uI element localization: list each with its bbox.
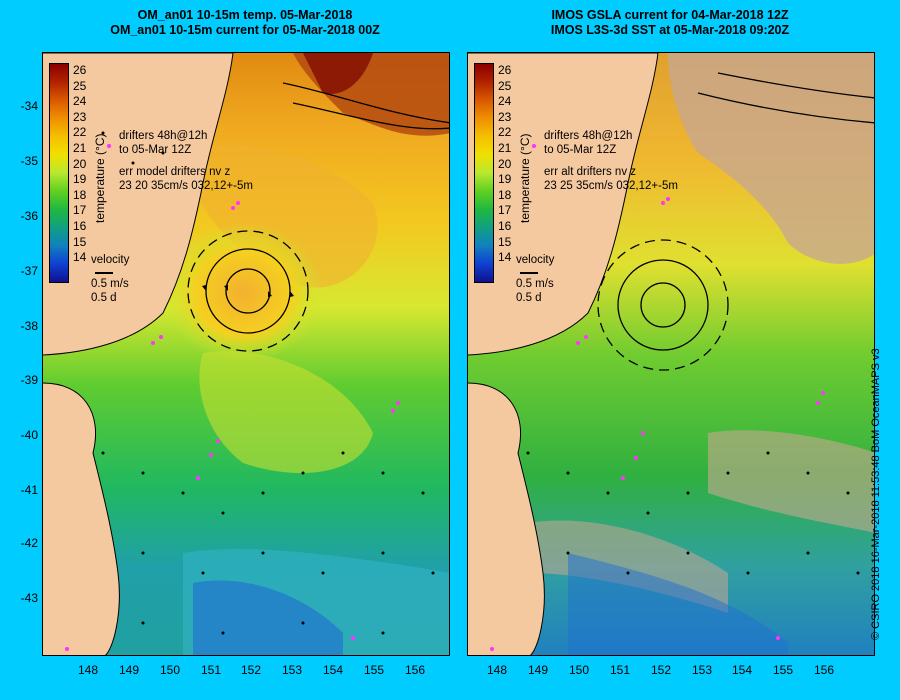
drifters-line: drifters 48h@12h <box>119 130 208 142</box>
colorbar-label: 17 <box>73 203 87 218</box>
left-drifters-note: drifters 48h@12h to 05-Mar 12Z <box>119 129 207 157</box>
colorbar-label: 25 <box>498 78 512 93</box>
left-x-tick: 156 <box>404 663 426 677</box>
right-colorbar-labels: 26 25 24 23 22 21 20 19 18 17 16 15 14 <box>498 63 511 266</box>
left-map-svg <box>43 53 449 655</box>
colorbar-label: 15 <box>73 234 87 249</box>
colorbar-label: 19 <box>498 172 512 187</box>
colorbar-label: 26 <box>73 63 87 77</box>
right-velocity-legend: velocity 0.5 m/s 0.5 d <box>516 253 554 305</box>
colorbar-label: 16 <box>73 218 87 233</box>
left-x-tick: 151 <box>200 663 222 677</box>
left-x-tick: 152 <box>240 663 262 677</box>
right-x-tick: 151 <box>609 663 631 677</box>
colorbar-label: 26 <box>498 63 512 77</box>
colorbar-label: 22 <box>73 125 87 140</box>
colorbar-label: 24 <box>73 94 87 109</box>
colorbar-label: 17 <box>498 203 512 218</box>
left-x-tick: 148 <box>77 663 99 677</box>
right-colorbar-title: temperature (°C) <box>518 133 532 224</box>
left-x-tick: 149 <box>118 663 140 677</box>
velocity-speed: 0.5 m/s <box>91 278 129 290</box>
colorbar-label: 21 <box>73 140 87 155</box>
velocity-title: velocity <box>516 254 555 266</box>
colorbar-label: 16 <box>498 218 512 233</box>
colorbar-label: 14 <box>498 250 512 265</box>
right-x-tick: 156 <box>813 663 835 677</box>
right-x-tick: 153 <box>691 663 713 677</box>
right-panel-title: IMOS GSLA current for 04-Mar-2018 12Z IM… <box>465 8 875 38</box>
left-velocity-legend: velocity 0.5 m/s 0.5 d <box>91 253 129 305</box>
right-error-stats: err alt drifters nv z 23 25 35cm/s 032,1… <box>544 165 678 193</box>
colorbar-label: 22 <box>498 125 512 140</box>
colorbar-label: 19 <box>73 172 87 187</box>
colorbar-label: 20 <box>498 156 512 171</box>
err-line: err model drifters nv z <box>119 166 231 178</box>
left-error-stats: err model drifters nv z 23 20 35cm/s 032… <box>119 165 253 193</box>
left-x-tick: 155 <box>363 663 385 677</box>
err-line: 23 20 35cm/s 032,12+-5m <box>119 180 253 192</box>
velocity-title: velocity <box>91 254 130 266</box>
right-x-tick: 155 <box>772 663 794 677</box>
drifters-line: to 05-Mar 12Z <box>544 144 617 156</box>
right-title-line1: IMOS GSLA current for 04-Mar-2018 12Z <box>551 8 789 22</box>
right-x-tick: 149 <box>527 663 549 677</box>
velocity-speed: 0.5 m/s <box>516 278 554 290</box>
drifters-line: to 05-Mar 12Z <box>119 144 192 156</box>
right-drifters-note: drifters 48h@12h to 05-Mar 12Z <box>544 129 632 157</box>
right-x-tick: 148 <box>486 663 508 677</box>
left-y-tick: -43 <box>20 591 38 605</box>
colorbar-label: 24 <box>498 94 512 109</box>
left-panel-title: OM_an01 10-15m temp. 05-Mar-2018 OM_an01… <box>40 8 450 38</box>
left-colorbar-scale <box>49 63 69 283</box>
left-y-tick: -35 <box>20 154 38 168</box>
right-x-tick: 154 <box>731 663 753 677</box>
colorbar-label: 25 <box>73 78 87 93</box>
left-y-tick: -36 <box>20 209 38 223</box>
drifters-line: drifters 48h@12h <box>544 130 633 142</box>
left-x-tick: 150 <box>159 663 181 677</box>
colorbar-label: 15 <box>498 234 512 249</box>
left-y-tick: -40 <box>20 428 38 442</box>
colorbar-label: 14 <box>73 250 87 265</box>
left-y-tick: -41 <box>20 483 38 497</box>
right-x-tick: 152 <box>650 663 672 677</box>
colorbar-label: 18 <box>498 187 512 202</box>
velocity-days: 0.5 d <box>516 292 542 304</box>
velocity-arrow-icon <box>520 272 538 274</box>
right-colorbar-scale <box>474 63 494 283</box>
left-y-tick: -39 <box>20 373 38 387</box>
velocity-days: 0.5 d <box>91 292 117 304</box>
left-x-tick: 154 <box>322 663 344 677</box>
left-y-tick: -38 <box>20 319 38 333</box>
colorbar-label: 23 <box>73 109 87 124</box>
right-title-line2: IMOS L3S-3d SST at 05-Mar-2018 09:20Z <box>550 23 790 37</box>
left-y-tick: -42 <box>20 536 38 550</box>
right-map-svg <box>468 53 874 655</box>
credit-text: © CSIRO 2018 16-Mar-2018 11:53:48 BoM Oc… <box>870 348 882 640</box>
left-colorbar-title: temperature (°C) <box>93 133 107 224</box>
velocity-arrow-icon <box>95 272 113 274</box>
left-map-panel[interactable]: 26 25 24 23 22 21 20 19 18 17 16 15 14 t… <box>42 52 450 656</box>
right-map-panel[interactable]: 26 25 24 23 22 21 20 19 18 17 16 15 14 t… <box>467 52 875 656</box>
left-title-line2: OM_an01 10-15m current for 05-Mar-2018 0… <box>110 23 380 37</box>
colorbar-label: 20 <box>73 156 87 171</box>
colorbar-label: 23 <box>498 109 512 124</box>
left-colorbar-labels: 26 25 24 23 22 21 20 19 18 17 16 15 14 <box>73 63 86 266</box>
err-line: 23 25 35cm/s 032,12+-5m <box>544 180 678 192</box>
right-x-tick: 150 <box>568 663 590 677</box>
left-title-line1: OM_an01 10-15m temp. 05-Mar-2018 <box>137 8 353 22</box>
left-y-tick: -34 <box>20 99 38 113</box>
colorbar-label: 21 <box>498 140 512 155</box>
left-x-tick: 153 <box>281 663 303 677</box>
left-y-tick: -37 <box>20 264 38 278</box>
colorbar-label: 18 <box>73 187 87 202</box>
err-line: err alt drifters nv z <box>544 166 637 178</box>
